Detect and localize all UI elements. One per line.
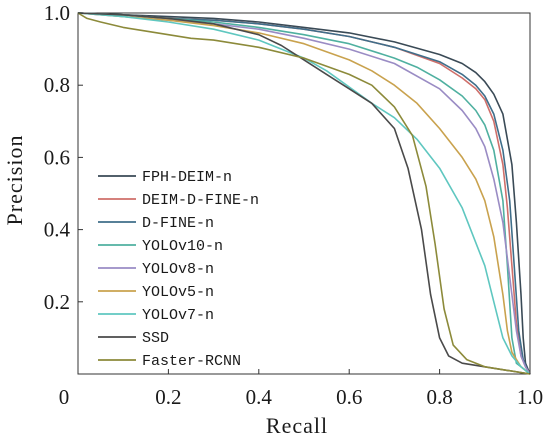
legend-label-0: FPH-DEIM-n	[142, 169, 232, 186]
series-line-3	[77, 12, 531, 375]
x-tick-label: 0.2	[155, 385, 181, 409]
legend-label-5: YOLOv5-n	[142, 284, 214, 301]
x-tick-label: 0.6	[336, 385, 362, 409]
legend-label-2: D-FINE-n	[142, 215, 214, 232]
ticks-layer: 0 0.2 0.4 0.6 0.8 1.0 0.2 0.4 0.6 0.8 1.0	[44, 1, 543, 409]
y-tick-label: 0.8	[44, 73, 70, 97]
series-line-0	[77, 12, 531, 375]
y-tick-label: 1.0	[44, 1, 70, 25]
x-tick-label: 0.4	[246, 385, 273, 409]
legend-label-1: DEIM-D-FINE-n	[142, 192, 259, 209]
y-axis-label: Precision	[2, 135, 27, 226]
y-tick-label: 0.2	[44, 290, 70, 314]
series-line-6	[77, 12, 531, 375]
x-tick-label: 1.0	[517, 385, 543, 409]
series-line-7	[77, 12, 531, 375]
y-tick-label: 0.6	[44, 145, 70, 169]
legend-label-7: SSD	[142, 330, 169, 347]
series-layer	[77, 12, 531, 375]
series-line-5	[77, 12, 531, 375]
series-line-2	[77, 12, 531, 375]
legend: FPH-DEIM-n DEIM-D-FINE-n D-FINE-n YOLOv10-n…	[98, 169, 259, 370]
x-axis-label: Recall	[266, 413, 328, 438]
y-tick-label: 0.4	[44, 218, 71, 242]
series-line-8	[77, 12, 531, 375]
legend-label-6: YOLOv7-n	[142, 307, 214, 324]
x-tick-label: 0.8	[426, 385, 452, 409]
x-tick-label: 0	[59, 385, 70, 409]
legend-label-8: Faster-RCNN	[142, 353, 241, 370]
plot-border	[77, 12, 531, 375]
plot-frame	[77, 12, 531, 375]
legend-label-4: YOLOv8-n	[142, 261, 214, 278]
legend-label-3: YOLOv10-n	[142, 238, 223, 255]
